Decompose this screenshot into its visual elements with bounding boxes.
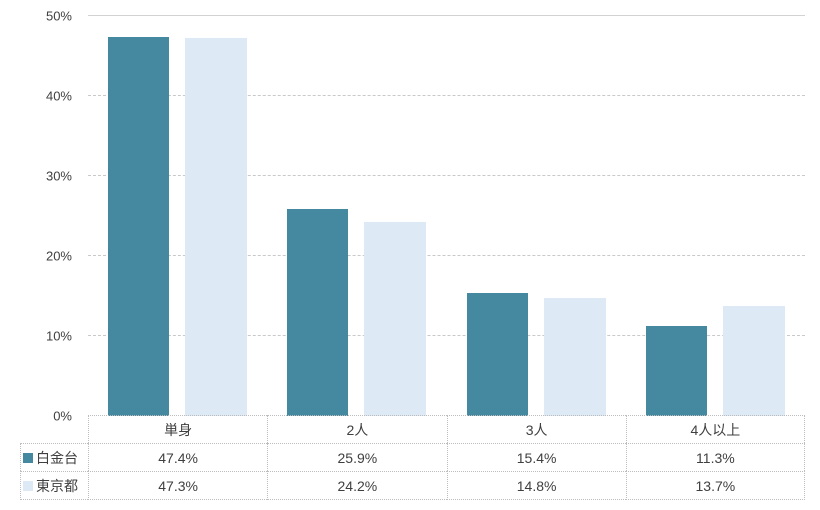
y-axis-tick-label: 40%	[45, 88, 72, 104]
bar-series0-cat2	[467, 292, 528, 416]
value-cell: 11.3%	[625, 443, 805, 471]
bar-series0-cat0	[108, 36, 169, 416]
gridline-30	[88, 175, 805, 176]
y-axis-tick-label: 10%	[45, 328, 72, 344]
category-header: 2人	[267, 415, 447, 443]
bar-series1-cat1	[364, 222, 426, 416]
value-cell: 47.3%	[88, 471, 268, 500]
legend-series-name: 東京都	[36, 477, 78, 494]
y-axis-tick-label: 20%	[45, 248, 72, 264]
value-cell: 14.8%	[446, 471, 626, 500]
bar-series1-cat0	[185, 37, 247, 416]
value-cell: 25.9%	[267, 443, 447, 471]
gridline-40	[88, 95, 805, 96]
y-axis-tick-label: 0%	[53, 408, 72, 424]
legend-cell-series1: 東京都	[20, 471, 88, 500]
y-axis-tick-label: 50%	[45, 8, 72, 24]
bar-series0-cat1	[287, 208, 348, 416]
data-table: 単身 2人 3人 4人以上白金台 47.4% 25.9% 15.4% 11.3% 東京都 47.3…	[20, 415, 805, 500]
table-corner-blank	[20, 415, 88, 443]
gridline-50	[88, 15, 805, 16]
bar-series0-cat3	[646, 325, 707, 416]
legend-swatch-icon	[23, 480, 33, 491]
value-cell: 13.7%	[625, 471, 805, 500]
plot-area	[88, 15, 805, 416]
gridline-10	[88, 335, 805, 336]
y-axis-labels: 0% 10% 20% 30% 40% 50%	[28, 0, 72, 510]
legend-cell-series0: 白金台	[20, 443, 88, 471]
gridline-20	[88, 255, 805, 256]
y-axis-tick-label: 30%	[45, 168, 72, 184]
value-cell: 24.2%	[267, 471, 447, 500]
legend-series-name: 白金台	[36, 449, 78, 466]
bar-series1-cat3	[723, 306, 785, 416]
value-cell: 15.4%	[446, 443, 626, 471]
category-header: 3人	[446, 415, 626, 443]
legend-swatch-icon	[23, 452, 33, 463]
value-cell: 47.4%	[88, 443, 268, 471]
category-header: 単身	[88, 415, 268, 443]
category-header: 4人以上	[625, 415, 805, 443]
bar-series1-cat2	[544, 297, 606, 416]
